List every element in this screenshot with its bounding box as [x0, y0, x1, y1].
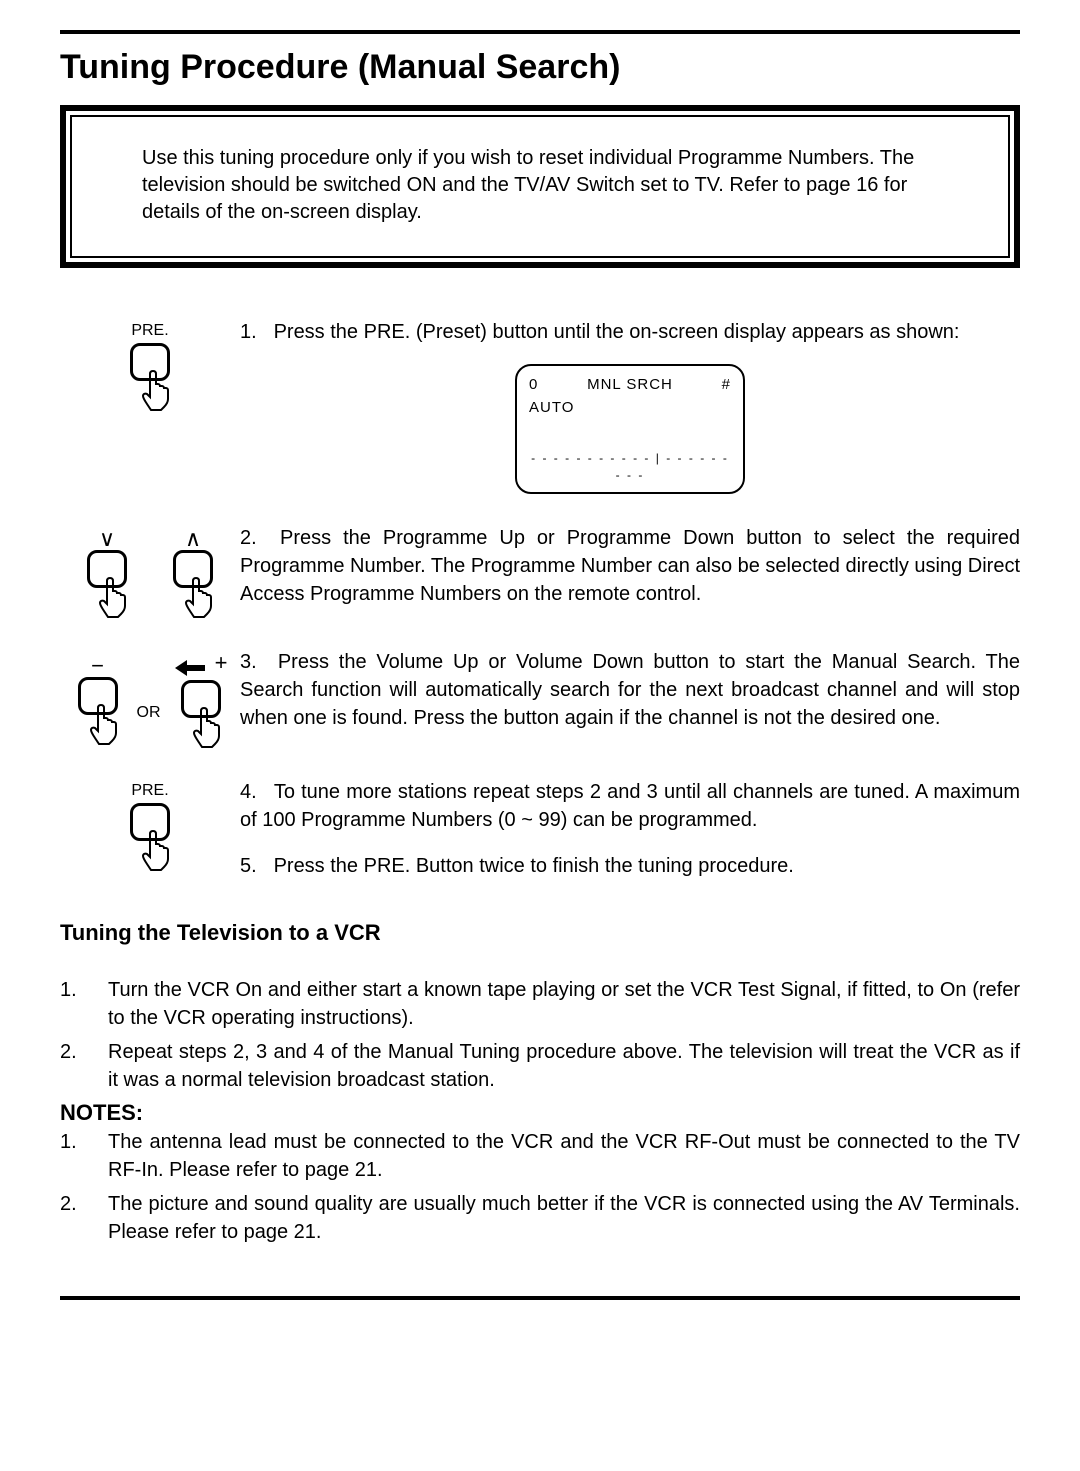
prog-down-icon: ∨	[82, 528, 132, 618]
step-2-row: ∨ ∧ 2. P	[60, 524, 1020, 618]
osd-ch-num: 0	[529, 374, 538, 395]
vcr-heading: Tuning the Television to a VCR	[60, 920, 1020, 946]
notes-item-2-num: 2.	[60, 1190, 108, 1246]
osd-mode: MNL SRCH	[587, 374, 673, 395]
step-1-row: PRE. 1. Press the PRE. (Preset) button u…	[60, 318, 1020, 494]
step-1-icon: PRE.	[60, 318, 240, 411]
osd-row1: 0 MNL SRCH #	[529, 374, 731, 395]
notes-heading: NOTES:	[60, 1100, 1020, 1126]
step-5-body: Press the PRE. Button twice to finish th…	[274, 855, 794, 877]
notes-item-2: 2. The picture and sound quality are usu…	[60, 1190, 1020, 1246]
top-rule	[60, 30, 1020, 34]
pre-button-icon: PRE.	[125, 322, 175, 411]
or-label: OR	[137, 678, 161, 722]
step-2-num: 2.	[240, 524, 268, 552]
step-2-body: Press the Programme Up or Programme Down…	[240, 527, 1020, 605]
steps-section: PRE. 1. Press the PRE. (Preset) button u…	[60, 318, 1020, 880]
step-3-num: 3.	[240, 648, 268, 676]
hand-icon	[98, 576, 132, 618]
prog-buttons-icon: ∨ ∧	[82, 528, 218, 618]
step-5-num: 5.	[240, 852, 268, 880]
vol-down-icon: −	[73, 655, 123, 745]
vcr-item-2: 2. Repeat steps 2, 3 and 4 of the Manual…	[60, 1038, 1020, 1094]
intro-text: Use this tuning procedure only if you wi…	[142, 145, 938, 226]
vol-up-icon: +	[175, 652, 228, 748]
step-4-icon: PRE.	[60, 778, 240, 871]
notes-list: 1. The antenna lead must be connected to…	[60, 1128, 1020, 1246]
vcr-item-2-text: Repeat steps 2, 3 and 4 of the Manual Tu…	[108, 1038, 1020, 1094]
bottom-rule	[60, 1296, 1020, 1300]
hand-icon	[89, 703, 123, 745]
step-1-num: 1.	[240, 318, 268, 346]
arrow-left-icon	[175, 660, 205, 676]
notes-item-2-text: The picture and sound quality are usuall…	[108, 1190, 1020, 1246]
prog-up-sym: ∧	[185, 528, 201, 550]
step-3-body: Press the Volume Up or Volume Down butto…	[240, 651, 1020, 729]
vcr-item-2-num: 2.	[60, 1038, 108, 1094]
page-title: Tuning Procedure (Manual Search)	[60, 48, 1020, 87]
step-4-num: 4.	[240, 778, 268, 806]
step-2-icon: ∨ ∧	[60, 524, 240, 618]
step-4-body: To tune more stations repeat steps 2 and…	[240, 781, 1020, 831]
hand-icon	[192, 706, 226, 748]
vcr-item-1-text: Turn the VCR On and either start a known…	[108, 976, 1020, 1032]
osd-dots: - - - - - - - - - - - | - - - - - - - - …	[529, 450, 731, 484]
vol-buttons-icon: − OR +	[73, 652, 228, 748]
prog-up-icon: ∧	[168, 528, 218, 618]
vol-down-sym: −	[91, 655, 104, 677]
pre-button-label: PRE.	[131, 322, 168, 340]
pre-button-icon-2: PRE.	[125, 782, 175, 871]
vol-up-sym: +	[215, 650, 228, 675]
manual-page: Tuning Procedure (Manual Search) Use thi…	[0, 0, 1080, 1340]
step-4-5-text: 4. To tune more stations repeat steps 2 …	[240, 778, 1020, 880]
osd-row2: AUTO	[529, 397, 731, 418]
osd-hash: #	[722, 374, 731, 395]
notes-item-1-text: The antenna lead must be connected to th…	[108, 1128, 1020, 1184]
step-1-body: Press the PRE. (Preset) button until the…	[274, 321, 960, 343]
hand-icon	[184, 576, 218, 618]
step-4-5-row: PRE. 4. To tune more stations repeat ste…	[60, 778, 1020, 880]
osd-display: 0 MNL SRCH # AUTO - - - - - - - - - - - …	[515, 364, 745, 494]
notes-item-1-num: 1.	[60, 1128, 108, 1184]
step-2-text: 2. Press the Programme Up or Programme D…	[240, 524, 1020, 608]
step-1-text: 1. Press the PRE. (Preset) button until …	[240, 318, 1020, 494]
step-3-row: − OR +	[60, 648, 1020, 748]
notes-item-1: 1. The antenna lead must be connected to…	[60, 1128, 1020, 1184]
vcr-item-1: 1. Turn the VCR On and either start a kn…	[60, 976, 1020, 1032]
hand-icon	[141, 369, 175, 411]
step-3-text: 3. Press the Volume Up or Volume Down bu…	[240, 648, 1020, 732]
pre-button-label-2: PRE.	[131, 782, 168, 800]
vcr-list: 1. Turn the VCR On and either start a kn…	[60, 976, 1020, 1094]
step-3-icon: − OR +	[60, 648, 240, 748]
vcr-item-1-num: 1.	[60, 976, 108, 1032]
intro-box: Use this tuning procedure only if you wi…	[60, 105, 1020, 268]
intro-box-inner: Use this tuning procedure only if you wi…	[70, 115, 1010, 258]
osd-display-wrap: 0 MNL SRCH # AUTO - - - - - - - - - - - …	[240, 364, 1020, 494]
hand-icon	[141, 829, 175, 871]
prog-down-sym: ∨	[99, 528, 115, 550]
vol-up-wrap: +	[175, 652, 228, 680]
